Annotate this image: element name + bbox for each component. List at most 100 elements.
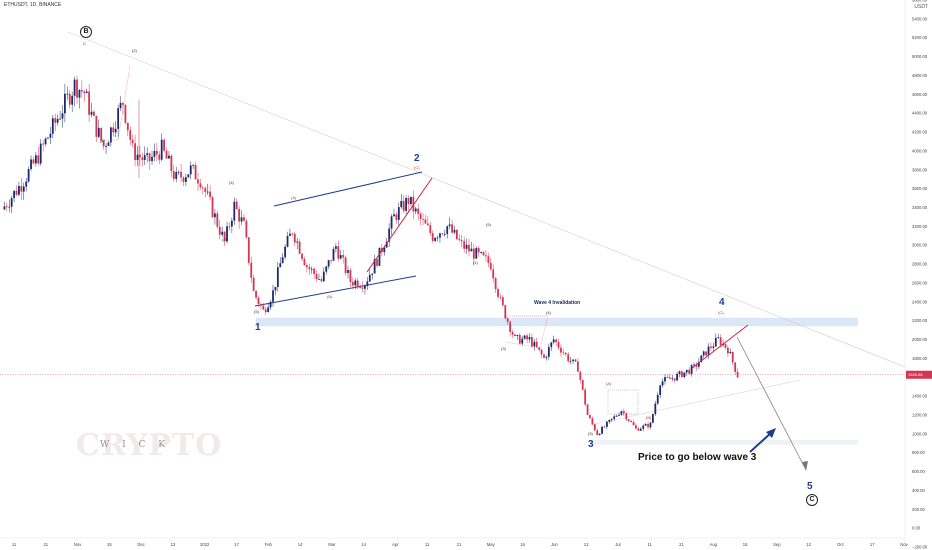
candle-body (105, 145, 107, 147)
candle-body (97, 127, 100, 137)
candle-body (114, 128, 117, 133)
candle-body (337, 246, 340, 259)
candle-body (642, 425, 645, 429)
candle-body (714, 337, 717, 347)
candle-body (598, 433, 601, 435)
candle-body (550, 342, 553, 348)
x-tick-label: Jun (551, 542, 558, 547)
candle-body (368, 274, 371, 282)
x-tick-label: Feb (265, 542, 273, 547)
candle-body (276, 267, 279, 288)
candle-body (535, 341, 538, 348)
invalidation-zone (256, 317, 858, 327)
x-tick-label: 14 (298, 542, 303, 547)
candle-body (192, 164, 195, 166)
candle-body (25, 181, 28, 187)
candle-body (112, 127, 115, 133)
red-support-line (691, 324, 749, 369)
y-tick-label: 3400.00 (912, 205, 928, 210)
candle-body (676, 374, 678, 381)
x-tick-label: 11 (12, 542, 17, 547)
candle-body (545, 356, 548, 358)
candle-body (27, 169, 30, 182)
candle-body (509, 321, 512, 332)
projection-note: Price to go below wave 3 (638, 452, 757, 463)
candle-body (579, 371, 582, 380)
y-tick-label: 5000.00 (912, 54, 928, 59)
candle-body (291, 233, 294, 235)
y-tick-label: 1400.00 (912, 394, 928, 399)
candle-body (153, 150, 156, 157)
candle-body (325, 266, 328, 272)
candle-body (736, 371, 739, 378)
candle-body (3, 206, 6, 210)
x-tick-label: 15 (107, 542, 112, 547)
wave-label-rC2: (C) (718, 310, 724, 315)
x-tick-label: 2022 (200, 542, 210, 547)
candle-body (371, 273, 374, 275)
wave-label-s5a: (5) (254, 309, 259, 314)
candle-body (51, 118, 54, 134)
candle-body (37, 155, 40, 164)
candle-body (627, 419, 630, 422)
candle-body (463, 241, 466, 249)
candle-body (257, 297, 260, 304)
candle-body (397, 207, 400, 220)
x-tick-label: Oct (837, 542, 844, 547)
candle-body (274, 287, 277, 291)
candle-body (15, 190, 18, 195)
y-tick-label: 3000.00 (912, 243, 928, 248)
candle-body (562, 352, 565, 354)
wave-label-rB2: (B) (646, 415, 652, 420)
candle-body (417, 208, 420, 214)
x-tick-label: 16 (520, 542, 525, 547)
wave-label-s2: (2) (132, 48, 137, 53)
candle-body (289, 233, 291, 236)
channel-upper (273, 171, 423, 207)
candle-body (661, 381, 664, 386)
candle-body (668, 377, 671, 379)
candle-body (506, 318, 509, 322)
x-tick-label: 14 (361, 542, 366, 547)
y-tick-label: 4800.00 (912, 73, 928, 78)
candle-body (712, 346, 715, 348)
candle-body (298, 241, 301, 254)
candle-body (226, 226, 228, 242)
wave-label-rA2: (A) (606, 381, 612, 386)
y-tick-label: 2200.00 (912, 318, 928, 323)
candle-body (480, 252, 482, 253)
candle-body (664, 377, 666, 382)
projection-arrowhead (802, 461, 808, 471)
x-tick-label: 13 (584, 542, 589, 547)
candle-body (528, 337, 531, 340)
dashed-correction-3 (505, 315, 549, 349)
candle-body (654, 403, 657, 415)
candle-body (233, 201, 236, 221)
projection-line (736, 336, 807, 471)
x-tick-label: 13 (171, 542, 176, 547)
candle-body (584, 389, 587, 405)
candle-body (630, 421, 633, 423)
candle-body (109, 127, 112, 143)
candle-body (235, 201, 238, 210)
candle-body (487, 256, 490, 263)
candle-body (5, 206, 8, 208)
candle-body (32, 159, 35, 164)
x-tick-label: Mar (328, 542, 336, 547)
candle-body (622, 411, 625, 414)
candle-body (613, 416, 616, 419)
candle-body (209, 191, 211, 198)
x-tick-label: 11 (425, 542, 430, 547)
wave-label-2: 2 (414, 153, 420, 164)
candle-body (30, 159, 32, 170)
candle-body (521, 338, 524, 344)
wave-label-s1: (1) (100, 138, 105, 143)
candle-body (593, 424, 596, 431)
candle-body (247, 237, 250, 263)
candle-body (122, 102, 124, 105)
candle-body (320, 279, 323, 282)
candle-body (497, 289, 499, 297)
candle-body (581, 379, 584, 390)
y-tick-label: 4200.00 (912, 130, 928, 135)
